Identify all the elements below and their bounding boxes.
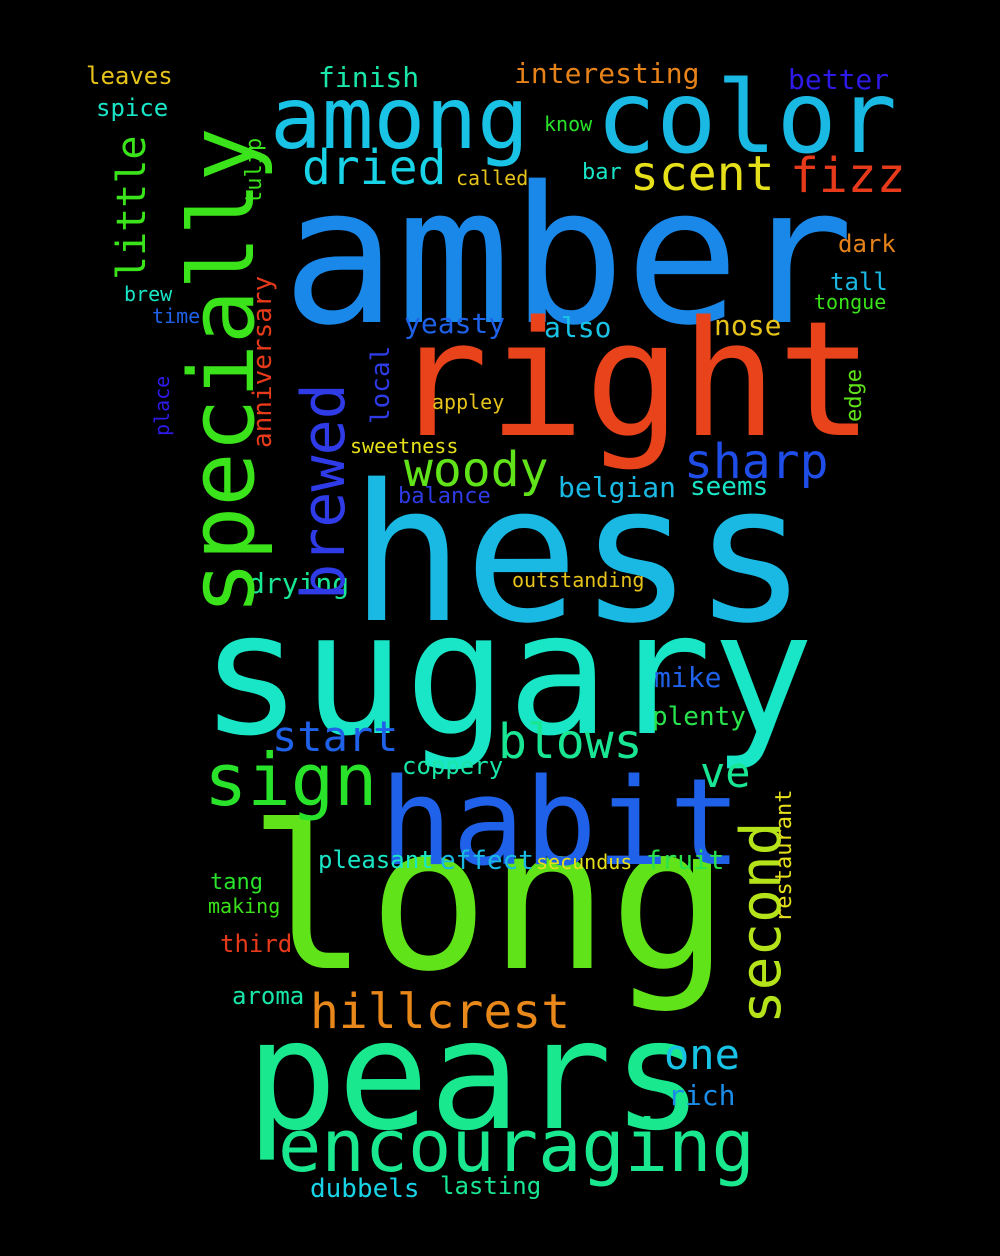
word-seems: seems <box>690 472 769 502</box>
word-balance: balance <box>398 484 491 509</box>
word-tang: tang <box>210 870 263 895</box>
word-hillcrest: hillcrest <box>310 984 571 1040</box>
word-yeasty: yeasty <box>404 307 506 340</box>
word-pleasant: pleasant <box>318 846 434 874</box>
word-aroma: aroma <box>232 982 305 1010</box>
word-ve: ve <box>700 748 751 797</box>
word-encouraging: encouraging <box>278 1104 755 1188</box>
word-interesting: interesting <box>514 57 700 90</box>
word-finish: finish <box>318 61 420 94</box>
word-dark: dark <box>838 230 896 258</box>
word-also: also <box>544 311 612 344</box>
word-appley: appley <box>432 390 505 414</box>
word-bar: bar <box>582 160 622 185</box>
word-rich: rich <box>668 1079 736 1112</box>
word-making: making <box>208 894 281 918</box>
word-outstanding: outstanding <box>512 568 645 592</box>
word-belgian: belgian <box>558 471 677 504</box>
word-fruit: fruit <box>646 846 725 876</box>
word-habit: habit <box>380 754 742 893</box>
word-little: little <box>109 135 155 281</box>
word-woody: woody <box>404 442 549 498</box>
word-time: time <box>152 304 201 328</box>
word-know: know <box>544 112 593 136</box>
word-fizz: fizz <box>790 148 906 204</box>
word-sign: sign <box>204 738 378 822</box>
word-better: better <box>788 63 890 96</box>
word-spice: spice <box>96 94 169 122</box>
word-lasting: lasting <box>440 1172 542 1200</box>
word-nose: nose <box>714 309 782 342</box>
word-scent: scent <box>630 146 775 202</box>
word-leaves: leaves <box>86 62 173 90</box>
word-amber: amber <box>282 146 854 367</box>
word-color: color <box>596 59 898 176</box>
word-restaurant: restaurant <box>772 789 797 922</box>
word-sugary: sugary <box>200 576 815 774</box>
word-right: right <box>392 286 874 473</box>
word-brew: brew <box>124 282 173 306</box>
word-tulip: tulip <box>242 137 267 204</box>
word-dried: dried <box>302 140 447 196</box>
word-secundus: secundus <box>536 850 633 874</box>
word-called: called <box>456 166 529 190</box>
word-plenty: plenty <box>652 702 746 732</box>
word-tongue: tongue <box>814 290 887 314</box>
word-dubbels: dubbels <box>310 1174 420 1204</box>
word-long: long <box>248 783 730 1016</box>
word-drying: drying <box>248 567 350 600</box>
word-hess: hess <box>350 444 808 665</box>
word-pears: pears <box>246 987 704 1164</box>
word-among: among <box>270 69 529 169</box>
word-mike: mike <box>654 661 722 694</box>
word-blows: blows <box>498 714 643 770</box>
word-tall: tall <box>830 268 888 296</box>
word-sweetness: sweetness <box>350 434 459 458</box>
word-anniversary: anniversary <box>248 275 278 448</box>
word-edge: edge <box>842 369 867 422</box>
word-coppery: coppery <box>402 752 504 780</box>
word-third: third <box>220 930 293 958</box>
word-brewed: brewed <box>289 383 359 600</box>
word-sharp: sharp <box>684 434 829 490</box>
word-place: place <box>150 375 174 436</box>
word-start: start <box>272 712 399 761</box>
word-effect: effect <box>440 846 534 876</box>
word-local: local <box>366 345 396 424</box>
word-one: one <box>664 1030 740 1079</box>
